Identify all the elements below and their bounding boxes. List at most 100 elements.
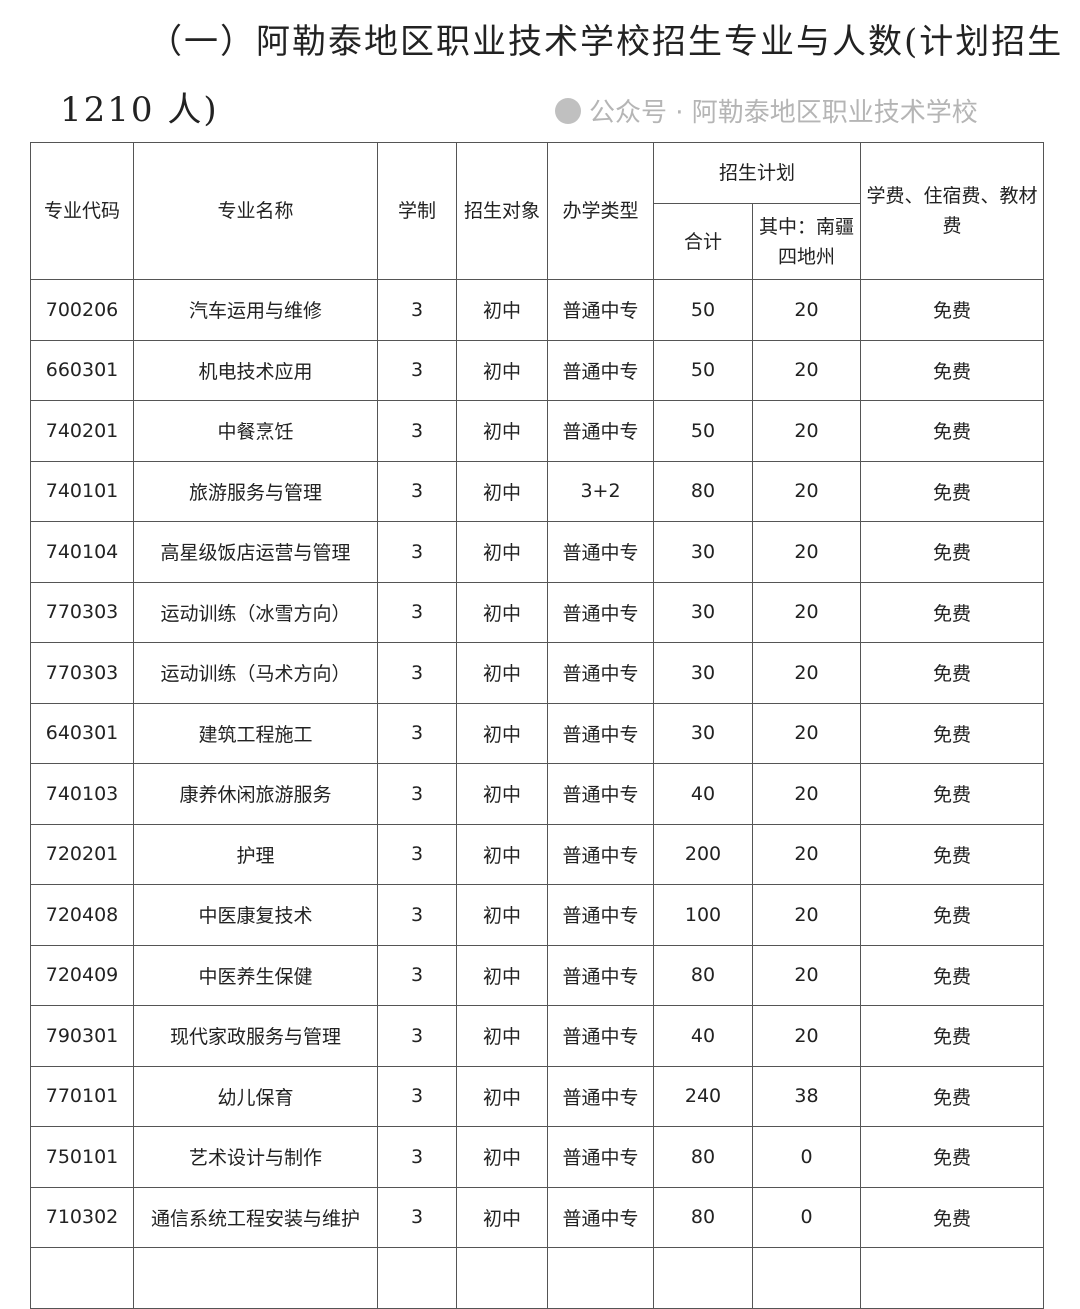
table-row: 720201 护理 3 初中 普通中专 200 20 免费 [30, 823, 1045, 885]
cell-name: 中餐烹饪 [133, 400, 378, 462]
cell-years: 3 [377, 1126, 457, 1188]
empty-cell [456, 1247, 548, 1309]
cell-south: 0 [751, 1126, 862, 1188]
table-row: 740101 旅游服务与管理 3 初中 3+2 80 20 免费 [30, 460, 1045, 522]
cell-years: 3 [377, 642, 457, 704]
watermark: 公众号 · 阿勒泰地区职业技术学校 [555, 92, 978, 129]
table-row: 770303 运动训练（马术方向） 3 初中 普通中专 30 20 免费 [30, 642, 1045, 704]
cell-target: 初中 [456, 460, 548, 522]
cell-total: 80 [653, 1126, 753, 1188]
cell-years: 3 [377, 944, 457, 1006]
table-row-partial [30, 1247, 1045, 1309]
cell-south: 20 [751, 460, 862, 522]
cell-years: 3 [377, 279, 457, 341]
cell-total: 30 [653, 642, 753, 704]
cell-name: 护理 [133, 823, 378, 885]
table-row: 750101 艺术设计与制作 3 初中 普通中专 80 0 免费 [30, 1126, 1045, 1188]
header-south: 其中：南疆四地州 [751, 203, 862, 280]
cell-years: 3 [377, 823, 457, 885]
cell-target: 初中 [456, 944, 548, 1006]
cell-fees: 免费 [860, 1186, 1045, 1248]
cell-target: 初中 [456, 823, 548, 885]
cell-type: 普通中专 [547, 279, 654, 341]
cell-type: 普通中专 [547, 1065, 654, 1127]
cell-type: 普通中专 [547, 1005, 654, 1067]
cell-fees: 免费 [860, 763, 1045, 825]
table-row: 720409 中医养生保健 3 初中 普通中专 80 20 免费 [30, 944, 1045, 1006]
header-target: 招生对象 [456, 142, 548, 280]
empty-cell [860, 1247, 1045, 1309]
cell-name: 通信系统工程安装与维护 [133, 1186, 378, 1248]
header-name: 专业名称 [133, 142, 378, 280]
cell-type: 普通中专 [547, 1126, 654, 1188]
cell-type: 普通中专 [547, 521, 654, 583]
table-row: 640301 建筑工程施工 3 初中 普通中专 30 20 免费 [30, 702, 1045, 764]
cell-south: 20 [751, 944, 862, 1006]
section-title-continued: 1210 人) [60, 90, 219, 130]
cell-total: 80 [653, 1186, 753, 1248]
cell-target: 初中 [456, 400, 548, 462]
cell-code: 740101 [30, 460, 134, 522]
cell-type: 普通中专 [547, 702, 654, 764]
cell-total: 40 [653, 763, 753, 825]
cell-years: 3 [377, 763, 457, 825]
cell-target: 初中 [456, 1065, 548, 1127]
cell-years: 3 [377, 339, 457, 401]
cell-years: 3 [377, 460, 457, 522]
cell-type: 普通中专 [547, 763, 654, 825]
cell-name: 旅游服务与管理 [133, 460, 378, 522]
cell-name: 机电技术应用 [133, 339, 378, 401]
cell-type: 普通中专 [547, 339, 654, 401]
header-code: 专业代码 [30, 142, 134, 280]
cell-code: 770303 [30, 581, 134, 643]
cell-total: 50 [653, 279, 753, 341]
watermark-text: 公众号 · 阿勒泰地区职业技术学校 [589, 98, 978, 128]
cell-code: 720201 [30, 823, 134, 885]
cell-name: 艺术设计与制作 [133, 1126, 378, 1188]
cell-fees: 免费 [860, 823, 1045, 885]
cell-target: 初中 [456, 763, 548, 825]
cell-name: 运动训练（冰雪方向） [133, 581, 378, 643]
cell-fees: 免费 [860, 1065, 1045, 1127]
cell-south: 20 [751, 763, 862, 825]
cell-target: 初中 [456, 581, 548, 643]
cell-target: 初中 [456, 1126, 548, 1188]
table-row: 740103 康养休闲旅游服务 3 初中 普通中专 40 20 免费 [30, 763, 1045, 825]
cell-target: 初中 [456, 642, 548, 704]
table-row: 660301 机电技术应用 3 初中 普通中专 50 20 免费 [30, 339, 1045, 401]
cell-target: 初中 [456, 1186, 548, 1248]
cell-total: 30 [653, 521, 753, 583]
cell-total: 200 [653, 823, 753, 885]
cell-fees: 免费 [860, 521, 1045, 583]
cell-code: 640301 [30, 702, 134, 764]
cell-code: 740103 [30, 763, 134, 825]
cell-total: 50 [653, 339, 753, 401]
cell-type: 普通中专 [547, 944, 654, 1006]
cell-name: 建筑工程施工 [133, 702, 378, 764]
cell-fees: 免费 [860, 581, 1045, 643]
empty-cell [751, 1247, 862, 1309]
cell-name: 中医康复技术 [133, 884, 378, 946]
cell-name: 汽车运用与维修 [133, 279, 378, 341]
empty-cell [30, 1247, 134, 1309]
cell-type: 普通中专 [547, 823, 654, 885]
cell-target: 初中 [456, 702, 548, 764]
cell-fees: 免费 [860, 702, 1045, 764]
cell-code: 720408 [30, 884, 134, 946]
cell-target: 初中 [456, 1005, 548, 1067]
cell-fees: 免费 [860, 884, 1045, 946]
table-row: 700206 汽车运用与维修 3 初中 普通中专 50 20 免费 [30, 279, 1045, 341]
cell-south: 20 [751, 521, 862, 583]
cell-target: 初中 [456, 884, 548, 946]
cell-years: 3 [377, 702, 457, 764]
table-row: 740104 高星级饭店运营与管理 3 初中 普通中专 30 20 免费 [30, 521, 1045, 583]
cell-fees: 免费 [860, 1005, 1045, 1067]
cell-total: 30 [653, 702, 753, 764]
cell-south: 20 [751, 823, 862, 885]
cell-south: 20 [751, 884, 862, 946]
cell-type: 普通中专 [547, 1186, 654, 1248]
cell-total: 50 [653, 400, 753, 462]
cell-years: 3 [377, 1186, 457, 1248]
cell-type: 普通中专 [547, 400, 654, 462]
table-row: 790301 现代家政服务与管理 3 初中 普通中专 40 20 免费 [30, 1005, 1045, 1067]
